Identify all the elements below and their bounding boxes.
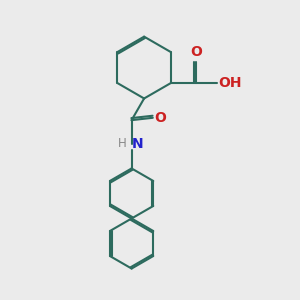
Text: OH: OH bbox=[218, 76, 242, 90]
Text: N: N bbox=[132, 137, 143, 151]
Text: O: O bbox=[190, 46, 202, 59]
Text: O: O bbox=[154, 111, 166, 125]
Text: H: H bbox=[118, 137, 126, 150]
